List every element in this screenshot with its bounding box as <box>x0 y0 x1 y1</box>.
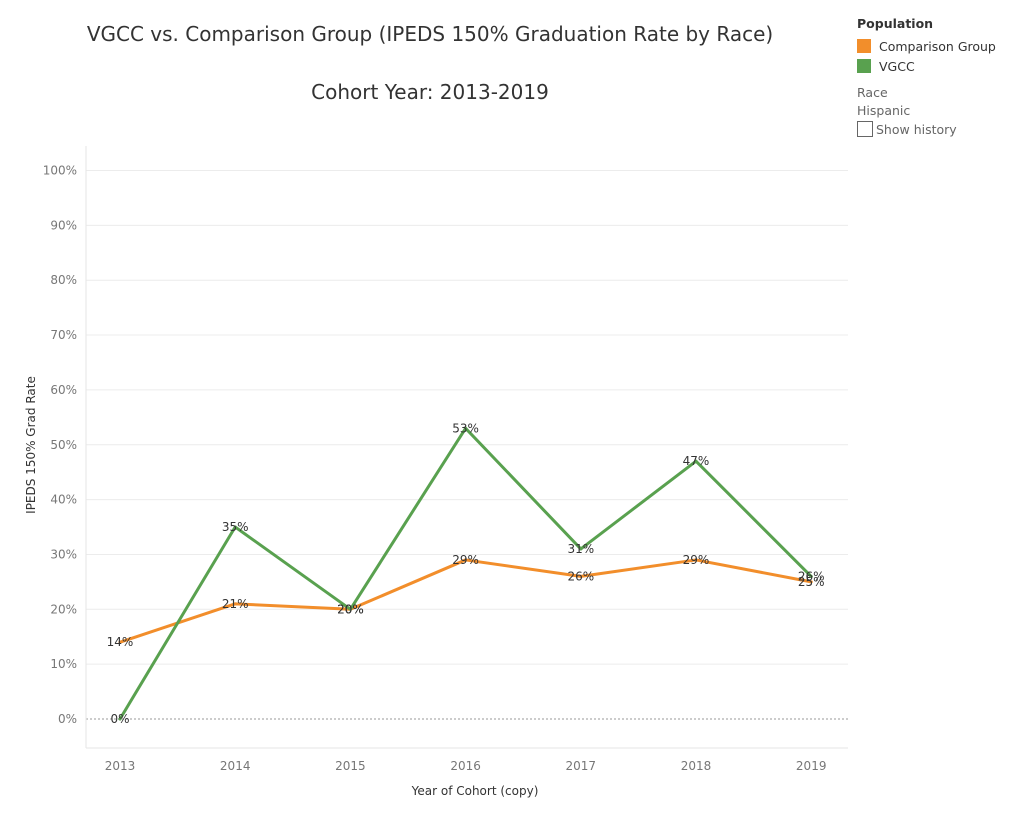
data-point <box>694 558 698 562</box>
data-point <box>118 640 122 644</box>
data-label: 20% <box>337 602 364 616</box>
data-point <box>233 602 237 606</box>
chart-title: VGCC vs. Comparison Group (IPEDS 150% Gr… <box>86 22 774 46</box>
y-tick-label: 100% <box>43 164 77 178</box>
x-tick-label: 2018 <box>681 759 712 773</box>
legend-swatch-vgcc <box>857 59 871 73</box>
data-point <box>694 459 698 463</box>
data-point <box>233 525 237 529</box>
data-point <box>579 547 583 551</box>
x-tick-label: 2013 <box>105 759 136 773</box>
legend-label-vgcc: VGCC <box>879 58 915 74</box>
data-point <box>118 717 122 721</box>
y-tick-label: 20% <box>50 602 77 616</box>
legend: Population Comparison Group VGCC Race Hi… <box>857 16 996 137</box>
y-tick-label: 70% <box>50 328 77 342</box>
x-axis-title: Year of Cohort (copy) <box>411 784 539 798</box>
x-tick-label: 2019 <box>796 759 827 773</box>
x-tick-label: 2014 <box>220 759 251 773</box>
data-label: 35% <box>222 520 249 534</box>
filter-value[interactable]: Hispanic <box>857 103 911 118</box>
legend-swatch-comparison-group <box>857 39 871 53</box>
legend-label-comparison-group: Comparison Group <box>879 38 996 54</box>
y-tick-label: 40% <box>50 493 77 507</box>
show-history-checkbox[interactable] <box>857 121 873 137</box>
y-tick-label: 50% <box>50 438 77 452</box>
y-tick-label: 10% <box>50 657 77 671</box>
y-tick-label: 0% <box>58 712 77 726</box>
data-label: 26% <box>798 569 825 583</box>
legend-item-comparison-group[interactable]: Comparison Group <box>857 36 996 56</box>
legend-header: Population <box>857 16 934 31</box>
x-tick-label: 2015 <box>335 759 366 773</box>
data-label: 0% <box>110 712 129 726</box>
data-label: 29% <box>683 553 710 567</box>
x-tick-label: 2017 <box>566 759 597 773</box>
data-point <box>809 580 813 584</box>
data-label: 25% <box>798 575 825 589</box>
data-label: 53% <box>452 421 479 435</box>
data-label: 29% <box>452 553 479 567</box>
y-tick-label: 60% <box>50 383 77 397</box>
data-point <box>579 574 583 578</box>
y-tick-label: 30% <box>50 547 77 561</box>
data-point <box>809 574 813 578</box>
show-history-control[interactable]: Show history <box>857 121 996 137</box>
data-label: 21% <box>222 597 249 611</box>
data-label: 26% <box>567 569 594 583</box>
y-tick-label: 80% <box>50 273 77 287</box>
series-line-1 <box>118 426 813 721</box>
legend-item-vgcc[interactable]: VGCC <box>857 56 996 76</box>
filter-label: Race <box>857 85 888 100</box>
y-axis-title: IPEDS 150% Grad Rate <box>24 376 38 514</box>
chart-subtitle: Cohort Year: 2013-2019 <box>311 80 549 104</box>
data-point <box>464 558 468 562</box>
data-point <box>348 607 352 611</box>
show-history-label: Show history <box>876 121 957 137</box>
x-tick-label: 2016 <box>450 759 481 773</box>
y-tick-label: 90% <box>50 218 77 232</box>
data-label: 47% <box>683 454 710 468</box>
data-label: 31% <box>567 542 594 556</box>
data-point <box>464 426 468 430</box>
data-label: 14% <box>107 635 134 649</box>
